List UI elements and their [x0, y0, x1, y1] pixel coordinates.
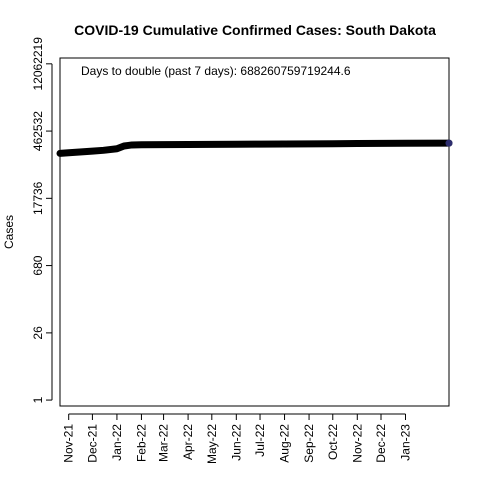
x-tick-label: Jul-22: [253, 424, 267, 457]
x-tick-label: Nov-21: [62, 424, 76, 463]
doubling-time-annotation: Days to double (past 7 days): 6882607597…: [81, 64, 351, 78]
y-axis-label: Cases: [2, 215, 16, 249]
x-tick-label: Sep-22: [302, 424, 316, 463]
x-tick-label: Jun-22: [229, 424, 243, 461]
y-tick-label: 462532: [31, 111, 45, 151]
x-tick-label: Mar-22: [157, 424, 171, 462]
cases-latest-point: [445, 139, 453, 147]
y-tick-label: 26: [31, 326, 45, 340]
x-tick-label: Oct-22: [326, 424, 340, 460]
x-tick-label: Jan-22: [110, 424, 124, 461]
cases-line: [56, 139, 453, 157]
x-tick-label: Dec-22: [374, 424, 388, 463]
y-axis: 1 26 680 17736 462532 12062219: [31, 37, 53, 403]
plot-area-frame: [59, 57, 450, 407]
y-tick-label: 1: [31, 396, 45, 403]
y-tick-label: 12062219: [31, 37, 45, 91]
x-tick-label: May-22: [205, 424, 219, 464]
x-tick-label: Dec-21: [85, 424, 99, 463]
x-tick-label: Feb-22: [134, 424, 148, 462]
y-tick-label: 17736: [31, 181, 45, 215]
x-tick-label: Aug-22: [278, 424, 292, 463]
y-tick-label: 680: [31, 255, 45, 275]
x-tick-label: Nov-22: [350, 424, 364, 463]
x-tick-label: Jan-23: [399, 424, 413, 461]
x-axis: Nov-21 Dec-21 Jan-22 Feb-22 Mar-22 Apr-22 May-…: [62, 413, 413, 464]
x-tick-label: Apr-22: [181, 424, 195, 460]
series-layer: [56, 139, 453, 157]
chart-title: COVID-19 Cumulative Confirmed Cases: Sou…: [74, 22, 436, 38]
